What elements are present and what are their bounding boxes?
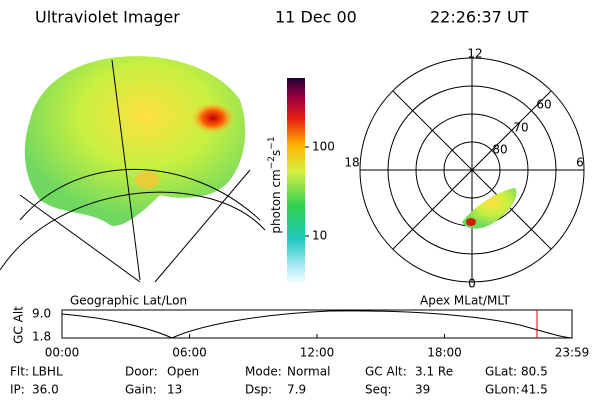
hour-label: 0 (468, 277, 476, 291)
status-value: 41.5 (521, 383, 548, 397)
exponent: −2 (267, 156, 277, 169)
panel-title: Geographic Lat/Lon (70, 294, 187, 308)
status-label: IP: (10, 383, 25, 397)
status-label: Seq: (365, 383, 392, 397)
lat-label: 60 (536, 98, 551, 112)
time: 22:26:37 UT (430, 8, 529, 27)
colorbar-tick: 100 (312, 140, 335, 154)
status-label: Flt: (10, 365, 29, 379)
colorbar (287, 78, 305, 285)
x-tick-label: 23:59 (555, 346, 590, 360)
status-label: Gain: (125, 383, 157, 397)
hour-label: 6 (576, 156, 584, 170)
status-value: Open (167, 365, 199, 379)
y-label: GC Alt (12, 306, 26, 344)
date: 11 Dec 00 (275, 8, 357, 27)
unit: s (269, 150, 283, 156)
status-label: Dsp: (245, 383, 272, 397)
status-value: 39 (415, 383, 430, 397)
x-tick-label: 06:00 (172, 346, 207, 360)
colorbar-label: photon cm−2s−1 (267, 136, 283, 233)
panel-title: Apex MLat/MLT (420, 294, 510, 308)
altitude-curve (61, 310, 573, 339)
lat-label: 70 (513, 121, 528, 135)
status-value: 36.0 (32, 383, 59, 397)
status-panel: Flt: LBHL Door: Open Mode: Normal GC Alt: 3.1 R… (10, 365, 548, 397)
status-label: Mode: (245, 365, 282, 379)
hour-label: 12 (467, 47, 482, 61)
status-value: 80.5 (521, 365, 548, 379)
status-value: LBHL (32, 365, 63, 379)
status-label: GLat: (485, 365, 517, 379)
x-tick-label: 18:00 (427, 346, 462, 360)
lat-label: 80 (492, 143, 507, 157)
polar-grid (359, 57, 585, 283)
y-tick-label: 1.8 (32, 330, 51, 344)
x-ticks: 00:00 06:00 12:00 18:00 23:59 (45, 334, 590, 360)
x-tick-label: 00:00 (45, 346, 80, 360)
status-value: 7.9 (287, 383, 306, 397)
x-tick-label: 12:00 (300, 346, 335, 360)
status-value: 13 (167, 383, 182, 397)
status-value: Normal (287, 365, 330, 379)
title: Ultraviolet Imager (35, 8, 180, 27)
exponent: −1 (267, 136, 277, 149)
status-label: Door: (125, 365, 158, 379)
altitude-frame (61, 309, 573, 339)
y-tick-label: 9.0 (32, 307, 51, 321)
unit: photon cm (269, 169, 283, 233)
status-value: 3.1 Re (415, 365, 453, 379)
status-label: GLon: (485, 383, 520, 397)
geographic-image (0, 56, 266, 283)
colorbar-tick: 10 (312, 229, 327, 243)
status-label: GC Alt: (365, 365, 407, 379)
hour-label: 18 (344, 156, 359, 170)
